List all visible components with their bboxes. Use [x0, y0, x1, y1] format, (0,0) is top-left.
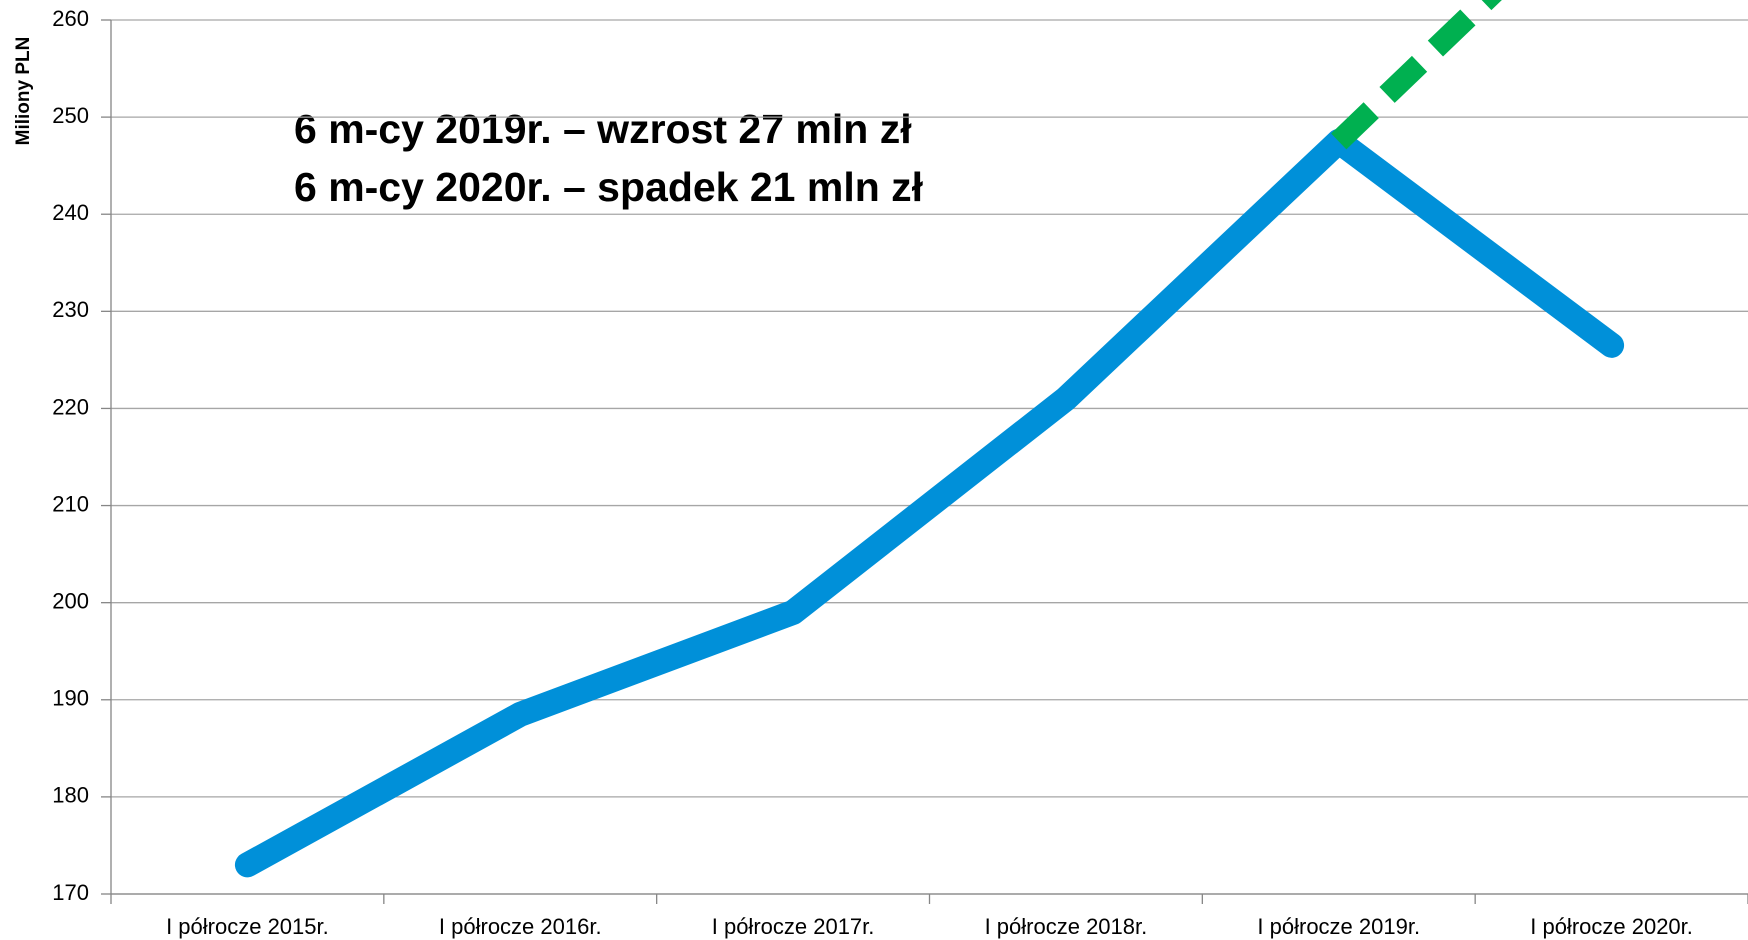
y-axis-label: Miliony PLN — [13, 37, 34, 146]
x-tick-label: I półrocze 2016r. — [439, 914, 602, 939]
trend-line — [1331, 0, 1502, 150]
y-tick-label: 210 — [52, 491, 89, 516]
y-tick-label: 190 — [52, 686, 89, 711]
x-tick-label: I półrocze 2019r. — [1257, 914, 1420, 939]
x-tick-label: I półrocze 2017r. — [712, 914, 875, 939]
y-tick-label: 260 — [52, 6, 89, 31]
y-tick-label: 250 — [52, 103, 89, 128]
x-tick-label: I półrocze 2015r. — [166, 914, 329, 939]
y-tick-label: 220 — [52, 394, 89, 419]
y-tick-label: 200 — [52, 588, 89, 613]
annotation: 6 m-cy 2019r. – wzrost 27 mln zł — [294, 106, 912, 152]
x-tick-label: I półrocze 2018r. — [985, 914, 1148, 939]
y-tick-label: 240 — [52, 200, 89, 225]
y-tick-label: 170 — [52, 880, 89, 905]
y-tick-label: 230 — [52, 297, 89, 322]
data-line — [234, 128, 1625, 878]
annotation: 6 m-cy 2020r. – spadek 21 mln zł — [294, 164, 924, 210]
y-tick-label: 180 — [52, 783, 89, 808]
x-tick-label: I półrocze 2020r. — [1530, 914, 1693, 939]
